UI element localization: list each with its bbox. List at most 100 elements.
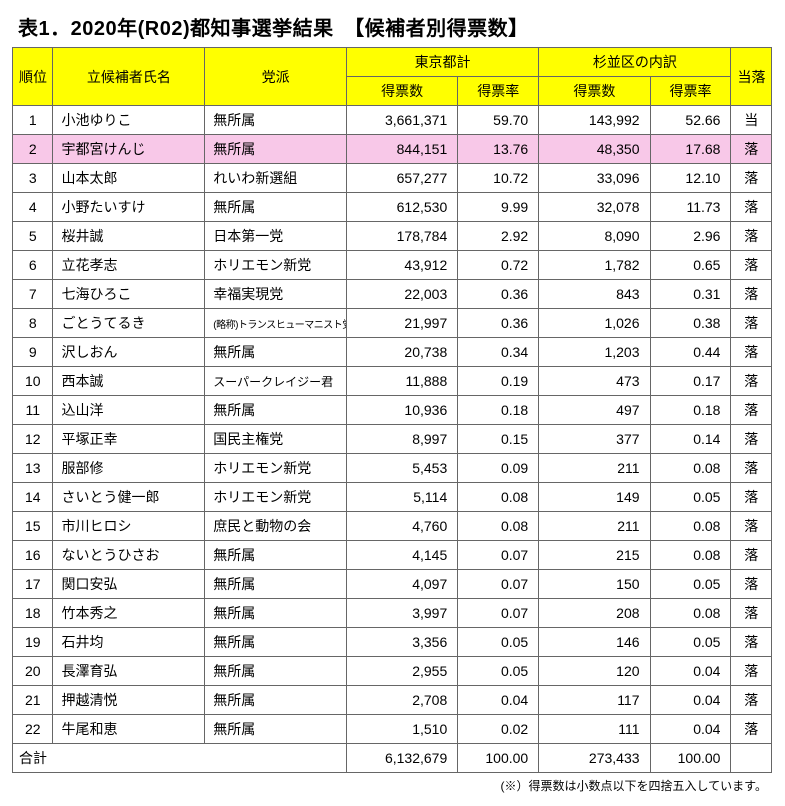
table-row: 17関口安弘無所属4,0970.071500.05落 [13,570,772,599]
table-row: 11込山洋無所属10,9360.184970.18落 [13,396,772,425]
cell-suginami-pct: 0.08 [650,512,731,541]
cell-suginami-votes: 473 [539,367,650,396]
cell-tokyo-votes: 4,760 [346,512,457,541]
table-row: 20長澤育弘無所属2,9550.051200.04落 [13,657,772,686]
cell-name: 立花孝志 [53,251,205,280]
cell-rank: 4 [13,193,53,222]
cell-suginami-votes: 1,026 [539,309,650,338]
cell-result: 落 [731,686,772,715]
cell-total-tokyo-pct: 100.00 [458,744,539,773]
cell-party: 無所属 [205,599,347,628]
cell-party: ホリエモン新党 [205,483,347,512]
cell-suginami-pct: 11.73 [650,193,731,222]
cell-total-label: 合計 [13,744,347,773]
cell-party: 無所属 [205,338,347,367]
cell-tokyo-votes: 4,097 [346,570,457,599]
cell-party: れいわ新選組 [205,164,347,193]
cell-suginami-votes: 208 [539,599,650,628]
table-row: 22牛尾和恵無所属1,5100.021110.04落 [13,715,772,744]
cell-result: 落 [731,628,772,657]
cell-tokyo-votes: 8,997 [346,425,457,454]
cell-tokyo-pct: 0.02 [458,715,539,744]
cell-suginami-votes: 1,782 [539,251,650,280]
cell-result: 落 [731,251,772,280]
cell-suginami-pct: 12.10 [650,164,731,193]
table-row: 4小野たいすけ無所属612,5309.9932,07811.73落 [13,193,772,222]
table-row: 14さいとう健一郎ホリエモン新党5,1140.081490.05落 [13,483,772,512]
cell-tokyo-votes: 5,114 [346,483,457,512]
table-row: 3山本太郎れいわ新選組657,27710.7233,09612.10落 [13,164,772,193]
cell-suginami-votes: 149 [539,483,650,512]
cell-tokyo-pct: 0.15 [458,425,539,454]
cell-party: 無所属 [205,396,347,425]
cell-total-tokyo-votes: 6,132,679 [346,744,457,773]
cell-result: 落 [731,338,772,367]
cell-tokyo-votes: 844,151 [346,135,457,164]
cell-suginami-votes: 33,096 [539,164,650,193]
cell-suginami-pct: 0.04 [650,657,731,686]
cell-suginami-pct: 0.31 [650,280,731,309]
cell-tokyo-votes: 21,997 [346,309,457,338]
cell-name: 小池ゆりこ [53,106,205,135]
cell-tokyo-votes: 3,997 [346,599,457,628]
cell-name: 平塚正幸 [53,425,205,454]
cell-tokyo-pct: 0.04 [458,686,539,715]
cell-result: 落 [731,135,772,164]
table-row: 19石井均無所属3,3560.051460.05落 [13,628,772,657]
table-footnote: (※）得票数は小数点以下を四捨五入しています。 [12,777,767,794]
cell-rank: 5 [13,222,53,251]
cell-rank: 11 [13,396,53,425]
cell-tokyo-pct: 0.36 [458,280,539,309]
cell-party: (略称)トランスヒューマニスト党 [205,309,347,338]
cell-total-suginami-votes: 273,433 [539,744,650,773]
cell-suginami-votes: 843 [539,280,650,309]
header-suginami-votes: 得票数 [539,77,650,106]
cell-tokyo-votes: 612,530 [346,193,457,222]
table-row: 2宇都宮けんじ無所属844,15113.7648,35017.68落 [13,135,772,164]
cell-tokyo-pct: 9.99 [458,193,539,222]
cell-name: 七海ひろこ [53,280,205,309]
cell-tokyo-votes: 1,510 [346,715,457,744]
cell-name: ないとうひさお [53,541,205,570]
cell-tokyo-votes: 11,888 [346,367,457,396]
cell-rank: 10 [13,367,53,396]
cell-name: 竹本秀之 [53,599,205,628]
cell-tokyo-pct: 0.07 [458,599,539,628]
cell-suginami-pct: 0.14 [650,425,731,454]
cell-party: 日本第一党 [205,222,347,251]
cell-party: スーパークレイジー君 [205,367,347,396]
cell-result: 落 [731,454,772,483]
cell-result: 落 [731,164,772,193]
cell-tokyo-pct: 59.70 [458,106,539,135]
cell-suginami-pct: 0.08 [650,454,731,483]
cell-result: 落 [731,657,772,686]
cell-party: 庶民と動物の会 [205,512,347,541]
cell-total-result [731,744,772,773]
cell-tokyo-pct: 0.34 [458,338,539,367]
cell-suginami-pct: 52.66 [650,106,731,135]
cell-suginami-votes: 497 [539,396,650,425]
cell-result: 落 [731,222,772,251]
table-row: 16ないとうひさお無所属4,1450.072150.08落 [13,541,772,570]
cell-suginami-pct: 0.38 [650,309,731,338]
cell-party: 無所属 [205,193,347,222]
cell-suginami-votes: 8,090 [539,222,650,251]
header-name: 立候補者氏名 [53,48,205,106]
cell-name: 宇都宮けんじ [53,135,205,164]
header-tokyo-group: 東京都計 [346,48,538,77]
cell-party: 無所属 [205,686,347,715]
cell-tokyo-votes: 10,936 [346,396,457,425]
cell-party: ホリエモン新党 [205,454,347,483]
cell-suginami-pct: 0.17 [650,367,731,396]
cell-suginami-votes: 48,350 [539,135,650,164]
cell-name: 牛尾和恵 [53,715,205,744]
cell-suginami-pct: 0.18 [650,396,731,425]
cell-suginami-votes: 211 [539,454,650,483]
cell-party: 無所属 [205,541,347,570]
cell-suginami-pct: 0.65 [650,251,731,280]
cell-tokyo-pct: 0.08 [458,512,539,541]
cell-name: ごとうてるき [53,309,205,338]
cell-suginami-pct: 0.04 [650,715,731,744]
cell-party: 無所属 [205,715,347,744]
table-title: 表1．2020年(R02)都知事選挙結果 【候補者別得票数】 [18,12,773,41]
